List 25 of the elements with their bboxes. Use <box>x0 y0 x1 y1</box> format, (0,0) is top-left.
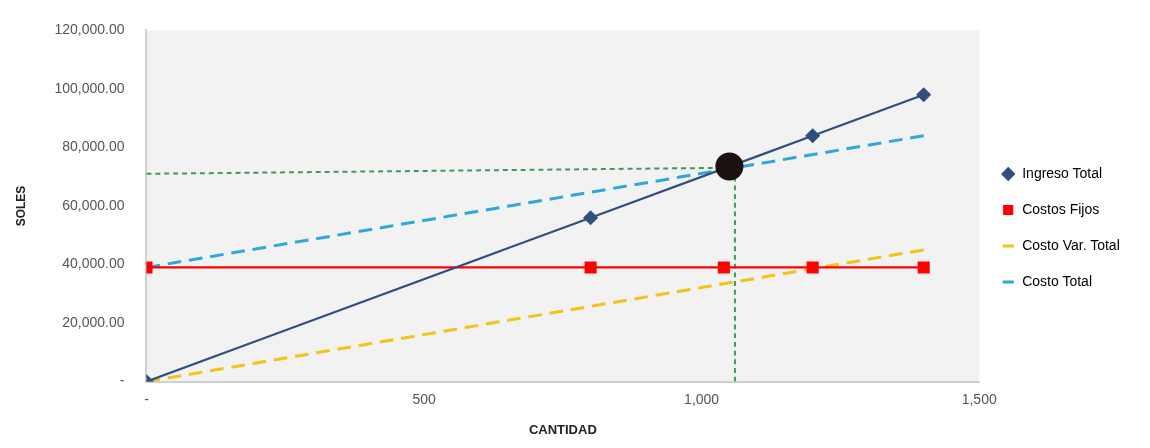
legend-label: Ingreso Total <box>1022 164 1103 181</box>
y-tick-label: 20,000.00 <box>62 313 125 330</box>
y-tick-label: 40,000.00 <box>62 255 125 272</box>
y-axis-title: SOLES <box>13 185 28 227</box>
point <box>806 261 819 274</box>
y-tick-label: 80,000.00 <box>62 138 125 155</box>
x-tick-label: 500 <box>412 390 436 407</box>
x-axis-title: CANTIDAD <box>528 421 597 437</box>
legend-label: Costos Fijos <box>1022 200 1100 217</box>
x-tick-label: 1,500 <box>961 390 997 407</box>
legend-label: Costo Var. Total <box>1022 236 1120 253</box>
point <box>805 128 820 143</box>
point <box>717 261 730 274</box>
y-tick-label: - <box>119 372 125 389</box>
point <box>715 152 744 181</box>
y-tick-label: 60,000.00 <box>62 196 125 213</box>
y-tick-label: 120,000.00 <box>54 21 125 38</box>
point <box>584 261 597 274</box>
point <box>916 87 931 102</box>
point <box>583 210 598 225</box>
point <box>917 261 930 274</box>
x-tick-label: 1,000 <box>684 390 720 407</box>
legend-label: Costo Total <box>1022 272 1092 289</box>
y-tick-label: 100,000.00 <box>54 79 125 96</box>
x-tick-label: - <box>144 390 150 407</box>
